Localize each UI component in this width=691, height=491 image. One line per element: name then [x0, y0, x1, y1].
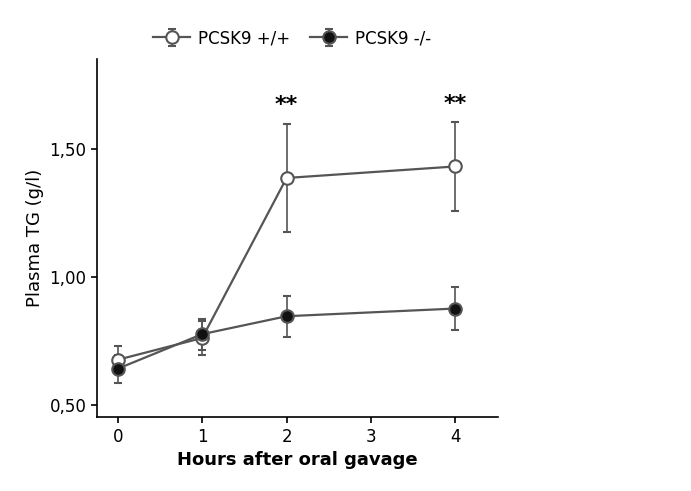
Text: **: **: [444, 94, 467, 114]
Legend: PCSK9 +/+, PCSK9 -/-: PCSK9 +/+, PCSK9 -/-: [153, 29, 431, 47]
Text: **: **: [275, 95, 299, 115]
Y-axis label: Plasma TG (g/l): Plasma TG (g/l): [26, 169, 44, 307]
X-axis label: Hours after oral gavage: Hours after oral gavage: [177, 451, 417, 469]
